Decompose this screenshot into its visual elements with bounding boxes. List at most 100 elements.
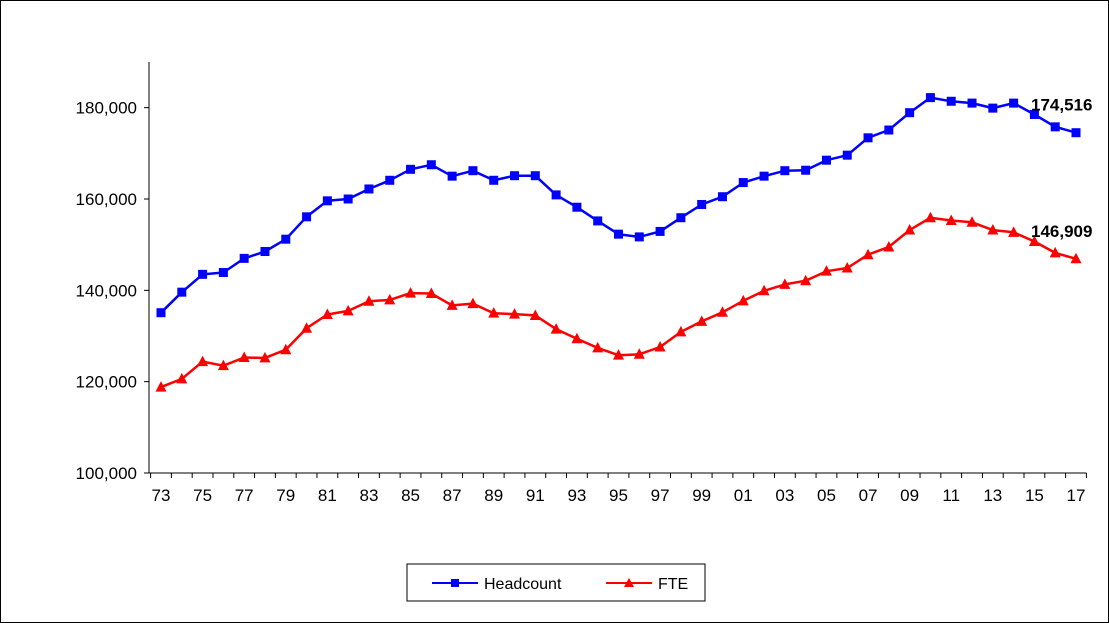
x-tick-label: 01	[734, 486, 753, 505]
legend-fte-label: FTE	[658, 576, 688, 593]
data-point-fte	[1070, 252, 1082, 264]
legend-item-fte: FTE	[606, 576, 688, 593]
data-point-fte	[238, 351, 250, 362]
data-point-headcount	[884, 125, 894, 135]
x-tick-label: 05	[817, 486, 836, 505]
data-point-headcount	[676, 213, 686, 223]
y-tick-label: 180,000	[76, 99, 137, 118]
data-point-headcount	[468, 166, 478, 176]
data-point-headcount	[759, 171, 769, 181]
data-point-headcount	[655, 226, 665, 236]
data-point-headcount	[842, 150, 852, 160]
series-layer	[155, 93, 1082, 392]
data-point-headcount	[697, 199, 707, 209]
data-point-headcount	[634, 232, 644, 242]
data-point-fte	[966, 216, 978, 227]
data-point-headcount	[1009, 98, 1019, 108]
y-tick-label: 140,000	[76, 281, 137, 300]
data-point-fte	[592, 341, 604, 353]
data-point-fte	[779, 278, 791, 289]
data-point-fte	[446, 299, 458, 310]
data-point-headcount	[780, 166, 790, 176]
y-tick-label: 100,000	[76, 464, 137, 483]
x-tick-label: 11	[942, 486, 960, 505]
data-point-fte	[820, 265, 832, 276]
data-point-headcount	[156, 308, 166, 318]
data-point-fte	[758, 284, 770, 296]
x-tick-label: 73	[152, 486, 171, 505]
data-point-headcount	[218, 268, 228, 278]
data-point-fte	[987, 224, 999, 235]
series-headcount	[156, 93, 1081, 318]
data-point-fte	[654, 340, 666, 352]
data-point-fte	[716, 306, 728, 317]
x-tick-label: 93	[567, 486, 586, 505]
data-point-headcount	[1050, 122, 1060, 132]
data-point-fte	[509, 308, 521, 319]
data-point-fte	[737, 294, 749, 306]
data-point-fte	[841, 261, 853, 273]
data-point-fte	[467, 297, 479, 309]
end-labels: 174,516 146,909	[1031, 96, 1092, 241]
data-point-headcount	[551, 190, 561, 200]
data-point-headcount	[510, 171, 520, 181]
x-tick-label: 91	[526, 486, 545, 505]
data-point-headcount	[281, 234, 291, 244]
legend-fte-marker	[624, 578, 634, 587]
end-label-headcount: 174,516	[1031, 96, 1092, 115]
data-point-fte	[633, 348, 645, 359]
data-point-headcount	[343, 194, 353, 204]
data-point-headcount	[489, 175, 499, 185]
data-point-headcount	[821, 155, 831, 165]
data-point-fte	[1008, 226, 1020, 237]
end-label-fte: 146,909	[1031, 222, 1092, 241]
x-tick-label: 15	[1025, 486, 1044, 505]
data-point-fte	[425, 287, 437, 299]
data-point-headcount	[406, 164, 416, 174]
data-point-fte	[550, 323, 562, 334]
data-point-fte	[883, 240, 895, 252]
x-tick-label: 99	[692, 486, 711, 505]
x-tick-label: 89	[484, 486, 503, 505]
x-tick-label: 07	[859, 486, 878, 505]
y-tick-label: 160,000	[76, 190, 137, 209]
data-point-fte	[217, 359, 229, 371]
data-point-headcount	[717, 192, 727, 202]
data-point-fte	[363, 295, 375, 306]
y-tick-label: 120,000	[76, 373, 137, 392]
x-tick-label: 87	[443, 486, 462, 505]
data-point-fte	[613, 349, 624, 360]
data-point-fte	[197, 355, 209, 367]
x-tick-label: 17	[1067, 486, 1086, 505]
legend-headcount-marker	[451, 579, 459, 587]
data-point-fte	[488, 307, 500, 318]
legend-item-headcount: Headcount	[432, 576, 562, 593]
data-point-headcount	[572, 202, 582, 212]
x-tick-label: 81	[318, 486, 337, 505]
data-point-headcount	[1071, 128, 1081, 138]
data-point-fte	[176, 372, 188, 384]
x-tick-label: 79	[276, 486, 295, 505]
data-point-headcount	[863, 133, 873, 143]
data-point-headcount	[198, 269, 208, 279]
data-point-fte	[945, 214, 957, 225]
data-point-headcount	[593, 216, 603, 226]
x-tick-label: 85	[401, 486, 420, 505]
data-point-fte	[1028, 235, 1040, 246]
x-tick-label: 75	[193, 486, 212, 505]
x-tick-label: 97	[651, 486, 670, 505]
data-point-headcount	[322, 196, 332, 206]
data-point-headcount	[905, 108, 915, 118]
data-point-fte	[696, 315, 708, 326]
series-fte	[155, 211, 1082, 392]
data-point-fte	[321, 308, 333, 320]
axes: 100,000 120,000 140,000 160,000 180,000 73 75 7…	[76, 62, 1087, 505]
data-point-fte	[571, 332, 583, 344]
data-point-fte	[280, 343, 292, 355]
data-point-headcount	[385, 175, 395, 185]
data-point-fte	[259, 351, 271, 363]
data-point-fte	[301, 322, 313, 333]
data-point-headcount	[925, 93, 935, 103]
data-point-fte	[800, 274, 812, 286]
